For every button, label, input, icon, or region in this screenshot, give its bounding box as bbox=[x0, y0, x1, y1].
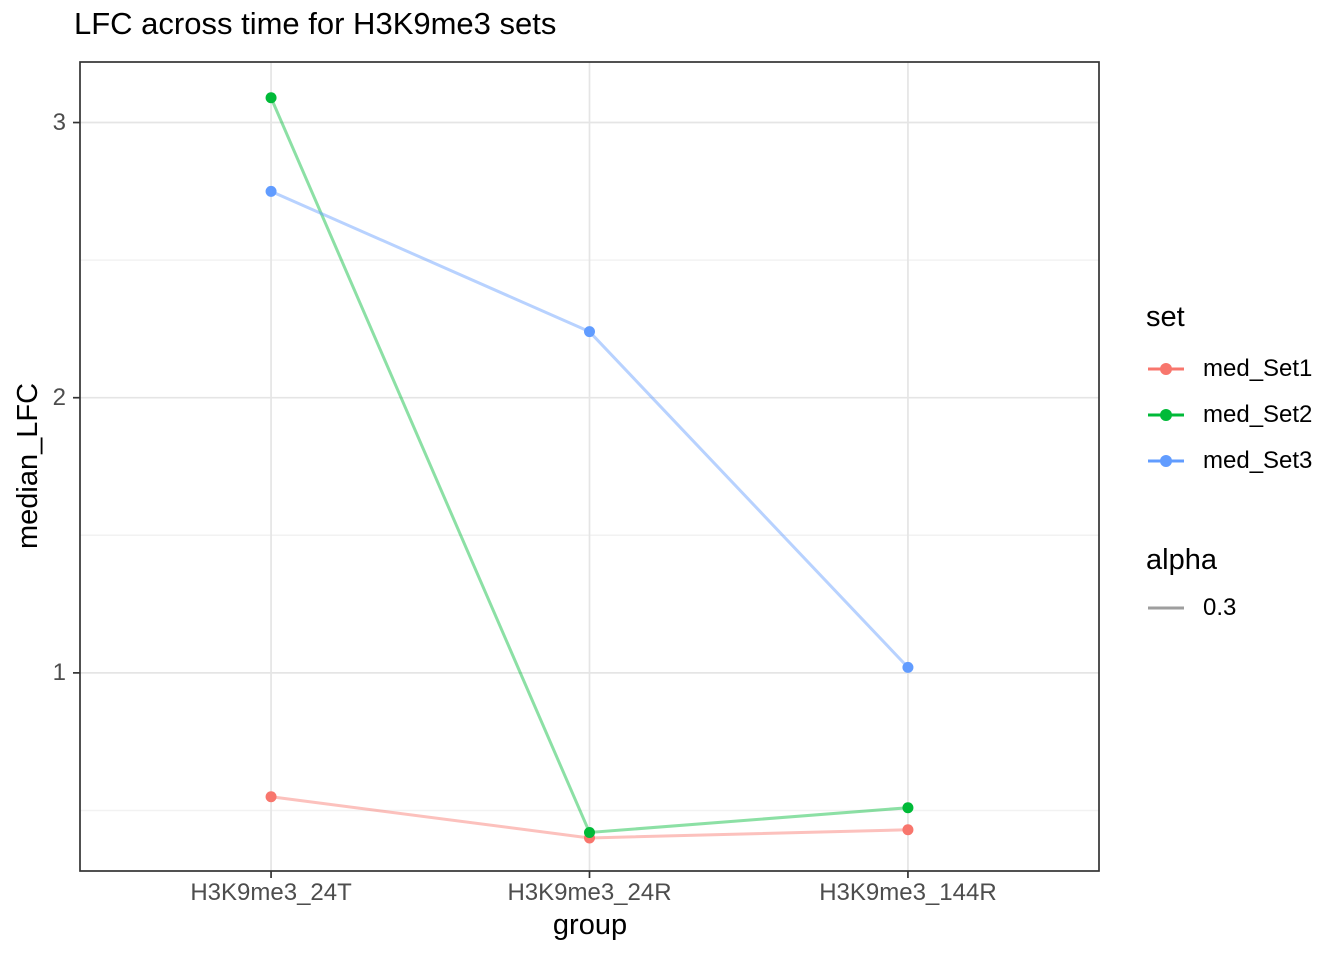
data-point-med_Set3 bbox=[584, 326, 595, 338]
data-point-med_Set2 bbox=[902, 802, 914, 814]
data-point-med_Set2 bbox=[584, 826, 595, 838]
legend-key-icon bbox=[1148, 455, 1184, 467]
y-axis-title: median_LFC bbox=[12, 382, 44, 550]
legend-alpha-key-line-icon bbox=[1148, 606, 1184, 610]
legend-item-med_Set2: med_Set2 bbox=[1146, 392, 1312, 438]
legend-item-med_Set1: med_Set1 bbox=[1146, 346, 1312, 392]
data-point-med_Set1 bbox=[902, 824, 914, 836]
data-point-med_Set3 bbox=[902, 661, 914, 673]
legend-item-med_Set3: med_Set3 bbox=[1146, 438, 1312, 484]
x-tick-label: H3K9me3_24R bbox=[507, 879, 672, 906]
chart-title: LFC across time for H3K9me3 sets bbox=[74, 6, 557, 41]
y-tick-label: 1 bbox=[52, 658, 66, 686]
y-tick-label: 3 bbox=[52, 108, 66, 136]
y-tick-label: 2 bbox=[52, 383, 66, 411]
legend-key-icon bbox=[1148, 409, 1184, 421]
legend-item-label: med_Set1 bbox=[1203, 355, 1313, 382]
data-point-med_Set3 bbox=[265, 185, 277, 197]
legend-alpha-item: 0.3 bbox=[1146, 585, 1236, 631]
x-tick-label: H3K9me3_24T bbox=[190, 879, 352, 906]
x-tick-label: H3K9me3_144R bbox=[819, 879, 997, 906]
x-axis-title: group bbox=[552, 909, 628, 941]
legend-alpha-label: 0.3 bbox=[1203, 594, 1237, 621]
legend-key-icon bbox=[1148, 363, 1184, 375]
legend-item-label: med_Set3 bbox=[1203, 447, 1313, 474]
legend-set-title: set bbox=[1146, 301, 1185, 333]
legend-alpha-title: alpha bbox=[1146, 544, 1217, 576]
legend-item-label: med_Set2 bbox=[1203, 401, 1313, 428]
data-point-med_Set2 bbox=[265, 92, 277, 104]
data-point-med_Set1 bbox=[265, 791, 277, 803]
